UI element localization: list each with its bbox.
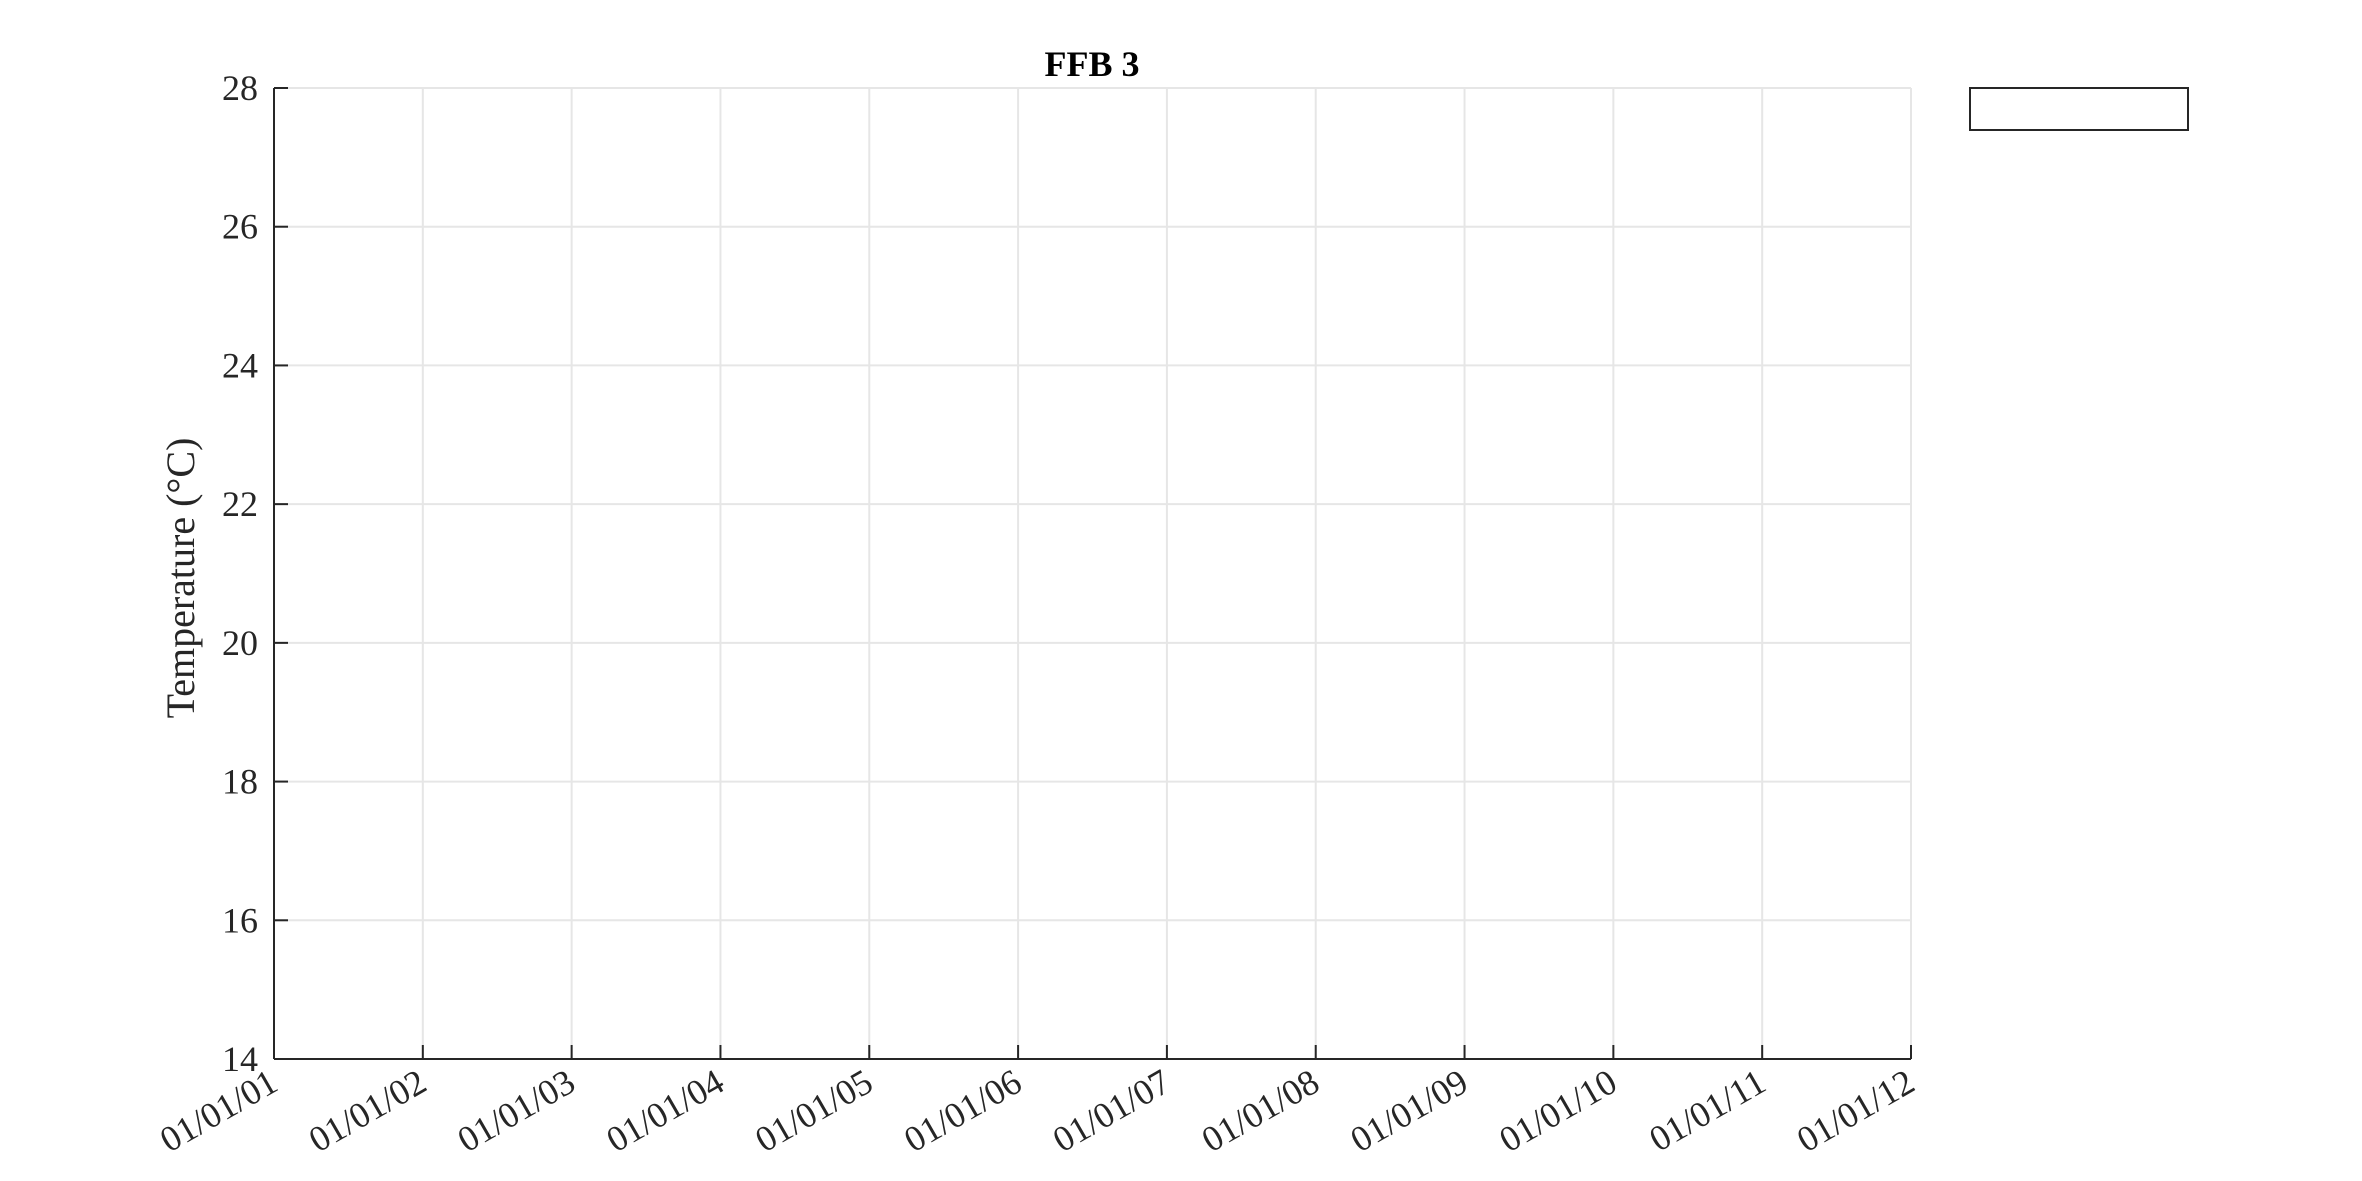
y-tick-label: 18	[222, 762, 258, 802]
x-tick-label: 01/01/10	[1492, 1061, 1623, 1160]
x-tick-label: 01/01/08	[1195, 1061, 1326, 1160]
x-tick-label: 01/01/09	[1344, 1061, 1475, 1160]
y-tick-label: 26	[222, 207, 258, 247]
y-tick-label: 16	[222, 900, 258, 940]
x-tick-label: 01/01/06	[897, 1061, 1028, 1160]
grid-lines	[273, 87, 1912, 1060]
chart-title: FFB 3	[1045, 44, 1140, 84]
tick-labels: 14 16 18 20 22 24 26 28 01/01/01 01/01/02 01/01/03…	[153, 68, 1921, 1160]
x-tick-label: 01/01/01	[153, 1061, 284, 1160]
legend	[1969, 87, 2189, 131]
x-tick-label: 01/01/12	[1790, 1061, 1921, 1160]
x-tick-label: 01/01/03	[451, 1061, 582, 1160]
y-tick-label: 14	[222, 1039, 258, 1079]
x-tick-label: 01/01/02	[302, 1061, 433, 1160]
axes	[273, 87, 1912, 1060]
y-tick-label: 28	[222, 68, 258, 108]
y-axis-label: Temperature (°C)	[158, 438, 203, 719]
x-tick-label: 01/01/07	[1046, 1061, 1177, 1160]
y-tick-label: 22	[222, 484, 258, 524]
x-tick-label: 01/01/04	[600, 1061, 731, 1160]
y-tick-label: 24	[222, 345, 258, 385]
x-tick-label: 01/01/05	[748, 1061, 879, 1160]
x-tick-label: 01/01/11	[1642, 1061, 1772, 1159]
y-tick-label: 20	[222, 623, 258, 663]
